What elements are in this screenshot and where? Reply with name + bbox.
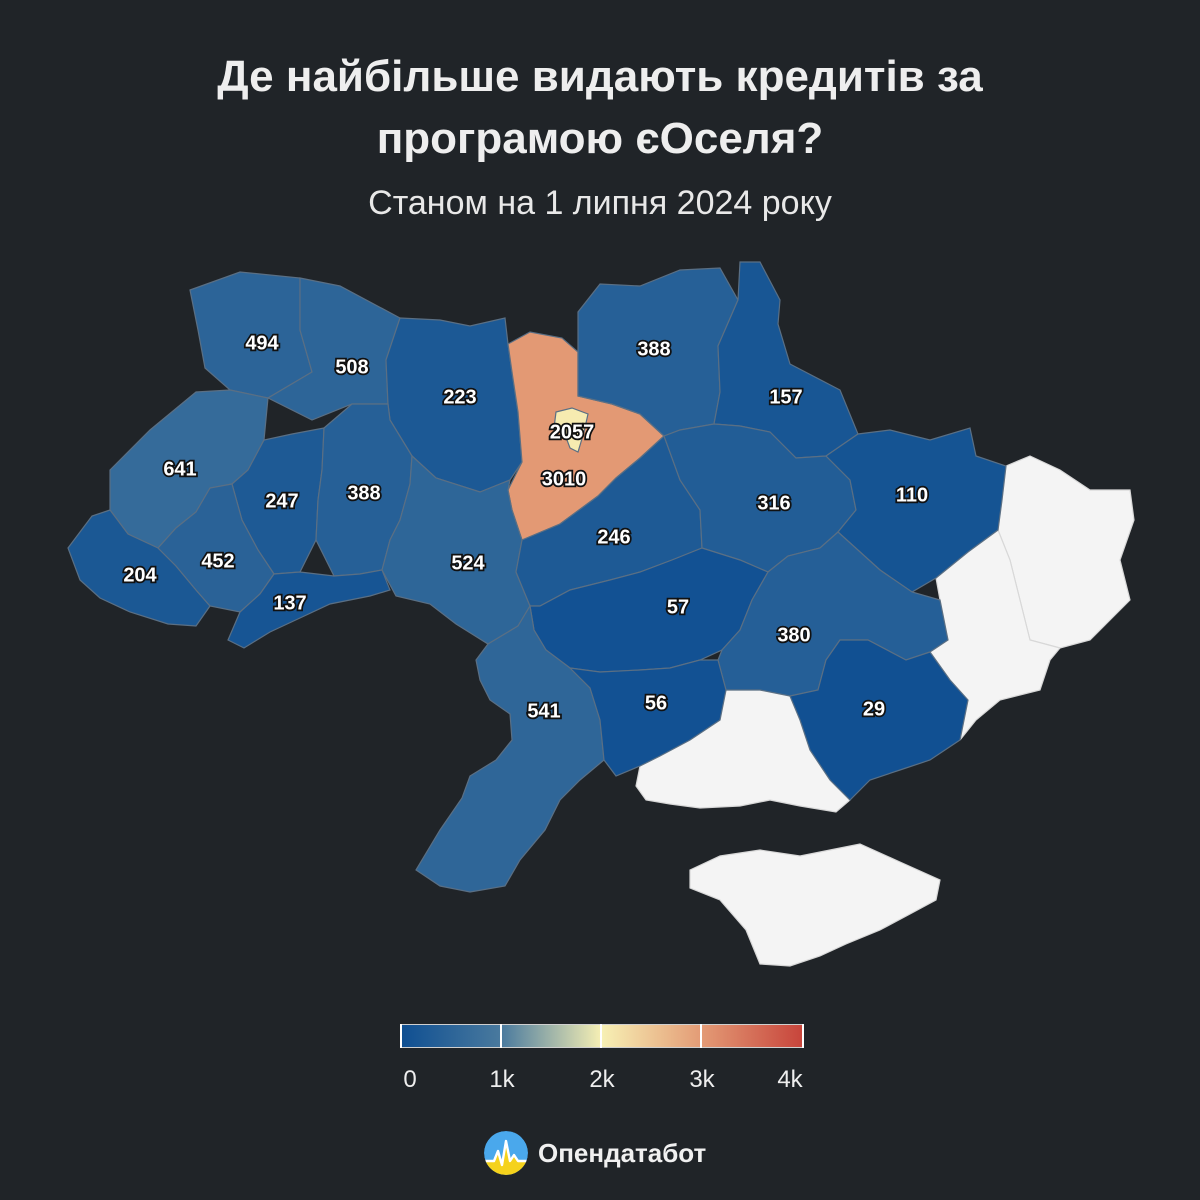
opendatabot-logo-icon — [484, 1131, 528, 1175]
value-label-khmelnytskyi: 388 — [347, 482, 380, 504]
region-zaporizhzhia[interactable] — [789, 639, 969, 801]
map-subtitle: Станом на 1 липня 2024 року — [368, 184, 832, 222]
legend-tick — [600, 1024, 602, 1048]
value-label-chernivtsi: 137 — [273, 592, 306, 614]
value-label-chernihiv: 388 — [637, 338, 670, 360]
value-label-rivne: 508 — [335, 356, 368, 378]
legend-label-2k: 2k — [589, 1066, 615, 1093]
ukraine-map: 494 508 223 3010 2057 388 157 641 247 388 524 246 31… — [67, 261, 1135, 967]
value-label-kharkiv: 110 — [896, 484, 928, 506]
region-mykolaiv[interactable] — [568, 659, 727, 777]
region-kharkiv[interactable] — [825, 427, 1007, 593]
value-label-cherkasy: 246 — [597, 526, 630, 548]
value-label-kyiv-city: 2057 — [550, 421, 595, 443]
legend-label-0: 0 — [403, 1066, 417, 1093]
legend-label-1k: 1k — [489, 1066, 515, 1093]
value-label-lviv: 641 — [163, 458, 196, 480]
labels-layer: 494 508 223 3010 2057 388 157 641 247 388 524 246 31… — [122, 331, 930, 725]
value-label-vinnytsia: 524 — [451, 552, 485, 574]
regions-layer — [67, 261, 1135, 967]
brand-name: Опендатабот — [538, 1137, 707, 1168]
legend-tick — [700, 1024, 702, 1048]
value-label-kirovohrad: 57 — [667, 596, 689, 618]
value-label-dnipropetrovsk: 380 — [777, 624, 810, 646]
color-legend: 0 1k 2k 3k 4k — [400, 1024, 804, 1093]
legend-tick — [400, 1024, 402, 1048]
value-label-sumy: 157 — [769, 386, 802, 408]
value-label-volyn: 494 — [245, 332, 279, 354]
legend-gradient-bar — [400, 1024, 804, 1048]
region-odesa[interactable] — [415, 604, 605, 893]
legend-label-3k: 3k — [689, 1066, 715, 1093]
value-label-zaporizhzhia: 29 — [863, 698, 885, 720]
region-donetsk — [929, 529, 1062, 741]
value-label-zhytomyr: 223 — [443, 386, 476, 408]
brand: Опендатабот — [484, 1130, 706, 1176]
value-label-kyiv-oblast: 3010 — [542, 468, 587, 490]
region-crimea — [689, 843, 941, 967]
value-label-ternopil: 247 — [265, 490, 298, 512]
title-line-2: програмою єОселя? — [376, 114, 824, 163]
legend-tick — [802, 1024, 804, 1048]
region-chernivtsi[interactable] — [227, 569, 391, 649]
legend-label-4k: 4k — [777, 1066, 803, 1093]
region-ivano-frankivsk[interactable] — [157, 483, 275, 613]
value-label-poltava: 316 — [757, 492, 790, 514]
legend-tick — [500, 1024, 502, 1048]
value-label-zakarpattia: 204 — [123, 564, 157, 586]
region-kyiv-city[interactable] — [553, 407, 589, 453]
value-label-odesa: 541 — [527, 700, 560, 722]
title-line-1: Де найбільше видають кредитів за — [217, 52, 983, 101]
value-label-mykolaiv: 56 — [645, 692, 667, 714]
map-title: Де найбільше видають кредитів за програм… — [0, 46, 1200, 170]
value-label-ivano-frankivsk: 452 — [201, 550, 234, 572]
